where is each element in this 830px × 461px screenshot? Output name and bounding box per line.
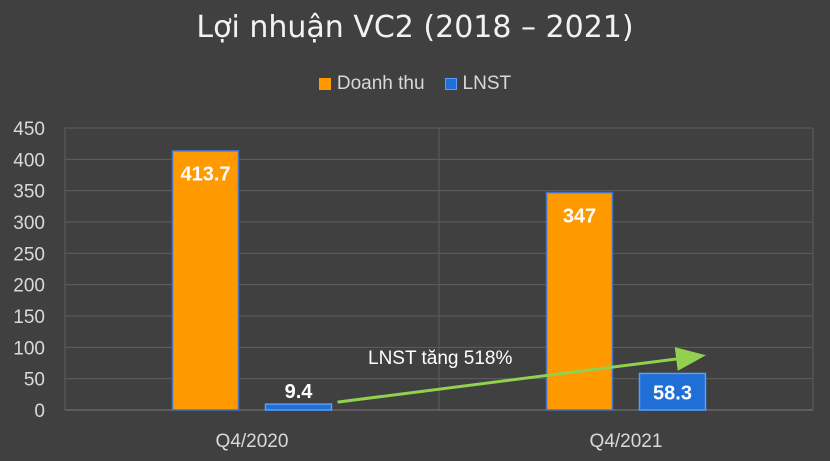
legend-swatch-revenue [318,78,331,90]
y-tick-label-400: 400 [13,150,45,171]
data-label-1-0: 9.4 [285,381,314,403]
legend-label-profit: LNST [462,73,512,94]
y-tick-label-200: 200 [13,276,45,297]
y-tick-label-0: 0 [34,401,45,422]
y-tick-label-150: 150 [13,307,45,328]
y-tick-label-450: 450 [13,119,45,140]
y-tick-label-50: 50 [24,370,45,391]
data-label-0-0: 413.7 [180,164,230,186]
y-tick-label-100: 100 [13,338,45,359]
growth-arrow [337,347,706,404]
bar-doanh-thu-Q4-2020 [171,149,240,411]
annotation-text: LNST tăng 518% [368,348,512,369]
legend-item-profit: LNST [444,73,512,95]
x-tick-label-1: Q4/2021 [590,431,663,452]
legend-swatch-profit [444,78,457,90]
bar-lnst-Q4-2020 [264,403,333,411]
data-label-0-1: 347 [563,206,596,228]
data-label-1-1: 58.3 [653,383,692,405]
x-tick-label-0: Q4/2020 [216,431,289,452]
chart-title: Lợi nhuận VC2 (2018 – 2021) [196,10,634,45]
y-tick-label-350: 350 [13,182,45,203]
legend-item-revenue: Doanh thu [318,73,425,95]
legend: Doanh thu LNST [0,73,830,95]
y-tick-label-250: 250 [13,244,45,265]
legend-label-revenue: Doanh thu [336,73,425,94]
y-tick-label-300: 300 [13,213,45,234]
bar-lnst-Q4-2021 [638,372,707,411]
